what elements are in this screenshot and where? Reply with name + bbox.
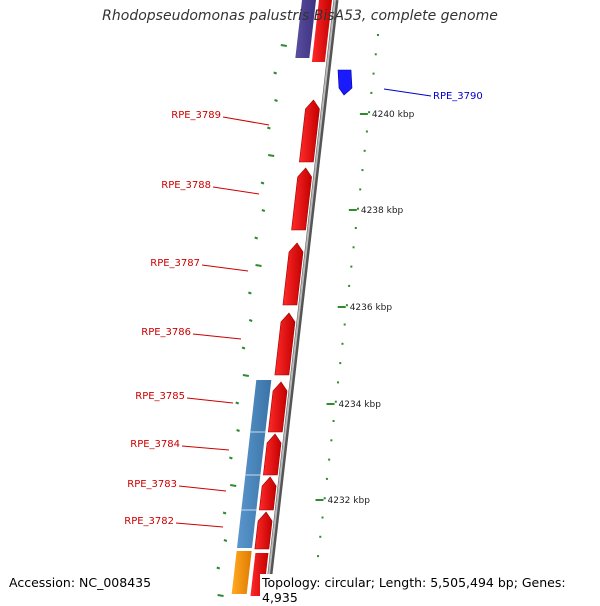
gene-arrow-RPE_3782 xyxy=(254,511,273,550)
scale-tick-label: 4234 kbp xyxy=(339,400,382,410)
minor-tick xyxy=(217,594,224,597)
minor-tick xyxy=(268,154,275,157)
cds-arrow-partial xyxy=(311,0,332,62)
minor-tick xyxy=(255,264,262,267)
gene-arrow-RPE_3786 xyxy=(274,312,296,376)
scale-tick-label: 4232 kbp xyxy=(328,496,371,506)
backbone-line xyxy=(265,0,336,600)
gene-leader-line xyxy=(212,186,260,195)
minor-tick xyxy=(222,511,227,515)
operon-band xyxy=(236,380,272,548)
dark-feature-band xyxy=(295,0,316,58)
gene-leader-line xyxy=(186,397,234,404)
gene-label-RPE_3785: RPE_3785 xyxy=(135,391,185,402)
gene-leader-line xyxy=(192,333,242,340)
gene-label-RPE_3787: RPE_3787 xyxy=(150,258,200,269)
minor-tick xyxy=(254,236,259,240)
minor-tick xyxy=(241,346,246,350)
minor-tick xyxy=(261,209,266,212)
gene-label-RPE_3784: RPE_3784 xyxy=(130,439,180,450)
gene-leader-line xyxy=(201,264,249,272)
gene-arrow-RPE_3790 xyxy=(337,69,353,96)
minor-tick xyxy=(274,99,278,102)
other-feature-band xyxy=(231,551,252,594)
minor-tick xyxy=(273,71,277,75)
gene-arrow-RPE_3784 xyxy=(263,433,282,476)
minor-tick xyxy=(230,484,237,487)
gene-label-RPE_3782: RPE_3782 xyxy=(124,516,174,527)
gene-label-RPE_3790: RPE_3790 xyxy=(433,91,483,102)
minor-tick xyxy=(229,456,233,460)
gene-label-RPE_3783: RPE_3783 xyxy=(127,479,177,490)
minor-tick xyxy=(223,539,228,542)
scale-tick-label: 4238 kbp xyxy=(361,206,404,216)
gene-arrow-RPE_3787 xyxy=(282,242,304,306)
gene-label-RPE_3789: RPE_3789 xyxy=(171,110,221,121)
accession-label: Accession: NC_008435 xyxy=(7,574,154,591)
minor-tick xyxy=(248,319,253,322)
minor-tick xyxy=(260,181,265,185)
gene-label-RPE_3786: RPE_3786 xyxy=(141,327,191,338)
gene-arrow-RPE_3789 xyxy=(299,99,320,163)
scale-tick-label: 4236 kbp xyxy=(350,303,393,313)
minor-tick xyxy=(267,126,271,130)
gene-label-RPE_3788: RPE_3788 xyxy=(161,180,211,191)
gene-leader-line xyxy=(222,116,270,126)
gene-arrow-RPE_3788 xyxy=(291,167,312,231)
scale-tick-label: 4240 kbp xyxy=(372,110,415,120)
genome-summary: Topology: circular; Length: 5,505,494 bp… xyxy=(260,574,600,606)
minor-tick xyxy=(242,374,250,377)
minor-tick xyxy=(235,401,240,405)
gene-leader-line xyxy=(178,485,227,492)
minor-tick xyxy=(216,566,221,570)
gene-leader-line xyxy=(383,88,432,97)
gene-arrow-RPE_3783 xyxy=(259,476,277,511)
minor-tick xyxy=(236,429,240,432)
gene-arrow-RPE_3785 xyxy=(267,381,288,433)
gene-leader-line xyxy=(181,445,230,451)
minor-tick xyxy=(280,44,287,47)
minor-tick xyxy=(248,291,252,295)
map-title: Rhodopseudomonas palustris BisA53, compl… xyxy=(102,8,498,24)
gene-leader-line xyxy=(175,522,224,528)
